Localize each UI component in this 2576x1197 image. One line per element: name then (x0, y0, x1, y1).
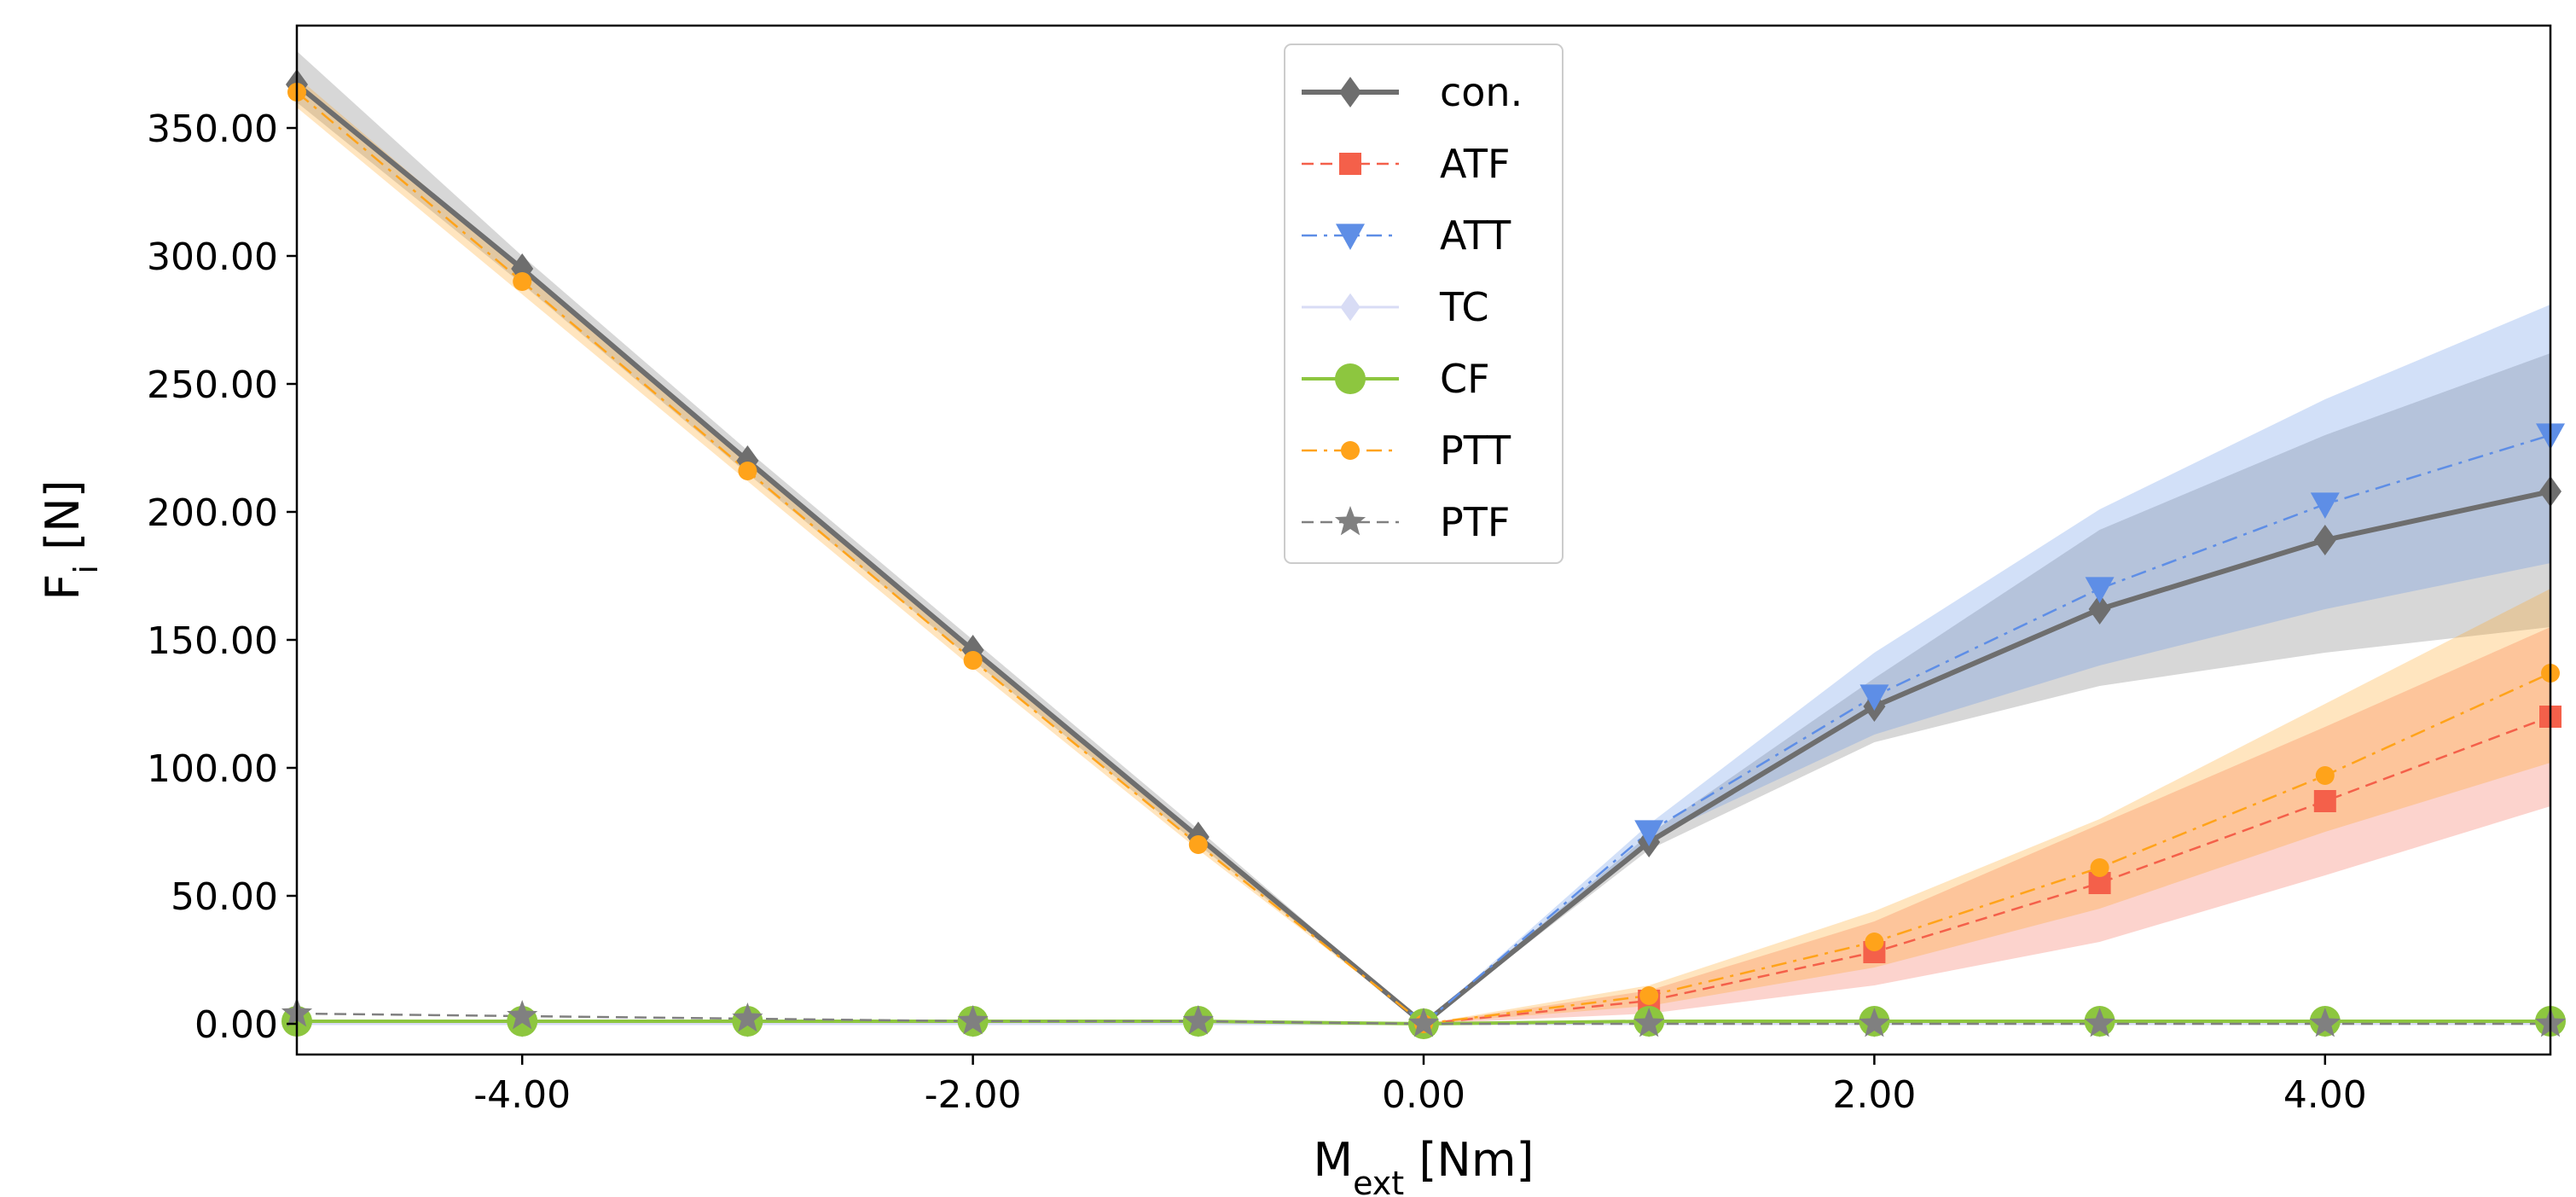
legend-label-cf: CF (1440, 356, 1490, 402)
legend-box (1284, 44, 1564, 564)
band-att (1424, 305, 2550, 1024)
x-tick-label: 0.00 (1382, 1073, 1465, 1117)
legend-label-ptt: PTT (1440, 427, 1511, 474)
point-ptt (1639, 986, 1659, 1005)
y-axis-ticks: 0.00 50.00 100.00 150.00 200.00 250.00 300.00 3… (147, 107, 297, 1047)
band-atf (1424, 627, 2550, 1024)
point-att (2310, 492, 2340, 519)
y-tick-label: 250.00 (147, 363, 278, 407)
y-axis-label-unit: [N] (36, 479, 90, 565)
point-ptf (957, 1005, 989, 1035)
point-ptt (963, 651, 983, 670)
point-ptt (1188, 835, 1208, 854)
legend-entry-ptf: PTF (1302, 499, 1510, 545)
legend-marker-tc (1340, 293, 1361, 322)
line-att (1423, 433, 2550, 1025)
point-ptf (732, 1002, 763, 1032)
point-con (2088, 594, 2111, 625)
y-tick-label: 100.00 (147, 747, 278, 791)
legend-label-con: con. (1440, 69, 1523, 115)
point-att (2085, 577, 2115, 603)
legend-marker-att (1336, 224, 1365, 250)
x-axis-label-main: M (1314, 1133, 1354, 1187)
point-atf (2313, 790, 2336, 812)
legend-entry-ptt: PTT (1302, 427, 1511, 474)
y-tick-label: 300.00 (147, 235, 278, 279)
y-tick-label: 0.00 (194, 1003, 278, 1047)
legend-entry-cf: CF (1302, 356, 1490, 402)
point-ptf (1407, 1008, 1440, 1037)
point-ptt (513, 272, 532, 291)
y-tick-label: 200.00 (147, 491, 278, 535)
point-ptt (2090, 858, 2109, 877)
legend-label-tc: TC (1439, 284, 1489, 330)
x-tick-label: 2.00 (1832, 1073, 1916, 1117)
point-ptt (1865, 933, 1884, 951)
line-atf (1423, 715, 2550, 1026)
point-ptf (2309, 1008, 2341, 1037)
x-axis-label: Mext [Nm] (1314, 1133, 1535, 1197)
legend-label-att: ATT (1440, 212, 1511, 259)
point-con (2313, 525, 2336, 555)
y-tick-label: 150.00 (147, 619, 278, 663)
legend-marker-cf (1335, 363, 1366, 394)
y-axis-label: Fi [N] (36, 479, 105, 600)
confidence-bands (297, 51, 2550, 1024)
legend-marker-atf (1339, 153, 1361, 175)
legend-marker-ptt (1341, 441, 1360, 460)
legend-marker-con (1339, 77, 1361, 107)
y-tick-label: 50.00 (171, 875, 278, 919)
legend-entry-att: ATT (1302, 212, 1511, 259)
point-ptf (1182, 1005, 1214, 1035)
point-ptf (1633, 1008, 1665, 1037)
point-ptt (2315, 766, 2335, 785)
series-markers (281, 69, 2567, 1039)
point-att (1859, 684, 1889, 711)
x-tick-label: -4.00 (473, 1073, 571, 1117)
x-tick-label: 4.00 (2283, 1073, 2367, 1117)
legend-entry-con: con. (1302, 69, 1523, 115)
x-tick-label: -2.00 (925, 1073, 1022, 1117)
point-ptf (2084, 1008, 2115, 1037)
legend-entry-atf: ATF (1302, 141, 1510, 187)
y-axis-label-main: F (36, 574, 90, 601)
legend-label-atf: ATF (1440, 141, 1510, 187)
x-axis-label-sub: ext (1353, 1165, 1404, 1197)
y-tick-label: 350.00 (147, 107, 278, 151)
legend: con. ATF ATT TC CF PTT PTF (1284, 44, 1564, 564)
y-axis-label-sub: i (67, 565, 105, 574)
point-ptf (1859, 1008, 1890, 1037)
legend-label-ptf: PTF (1440, 499, 1510, 545)
point-att (1634, 820, 1664, 846)
legend-entry-tc: TC (1302, 284, 1489, 330)
x-axis-ticks: -4.00 -2.00 0.00 2.00 4.00 (473, 1055, 2367, 1117)
point-ptt (738, 462, 757, 480)
x-axis-label-unit: [Nm] (1404, 1133, 1534, 1187)
band-con (297, 51, 2550, 1024)
point-ptf (507, 1000, 538, 1030)
legend-marker-ptf (1334, 506, 1366, 536)
